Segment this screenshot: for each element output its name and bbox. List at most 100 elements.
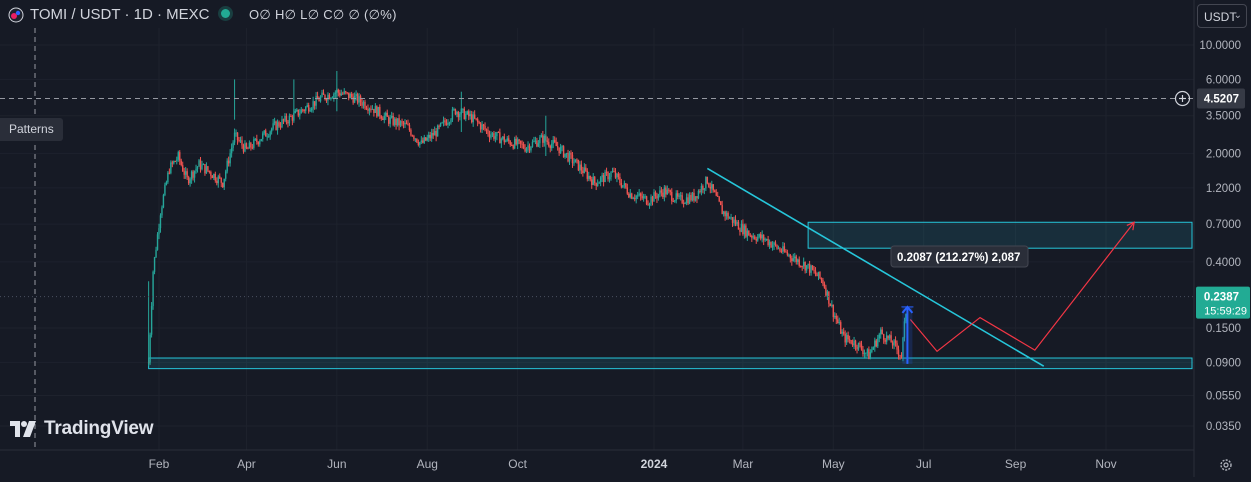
- candle-body: [359, 96, 362, 103]
- support-zone[interactable]: [148, 357, 1193, 370]
- candle-body: [441, 122, 443, 124]
- trendline[interactable]: [706, 167, 1045, 367]
- candle-body: [748, 230, 750, 236]
- candle-body: [654, 192, 657, 197]
- candle-body: [439, 122, 442, 127]
- candle-body: [564, 153, 566, 158]
- candle-body: [862, 349, 864, 355]
- currency-selector[interactable]: USDT ⌄: [1197, 4, 1247, 28]
- gear-icon[interactable]: [1219, 458, 1233, 472]
- candle-body: [700, 185, 703, 193]
- candle-body: [625, 183, 627, 188]
- candle-body: [220, 177, 222, 183]
- token-logo-icon: [8, 7, 24, 23]
- candle-body: [571, 154, 574, 164]
- projection-arrowhead: [1126, 221, 1135, 231]
- candle-body: [736, 222, 738, 225]
- candle-body: [774, 242, 777, 245]
- candle-body: [385, 112, 387, 116]
- x-tick-label: May: [822, 457, 845, 471]
- candle-body: [167, 172, 169, 183]
- candle-body: [493, 133, 495, 139]
- candle-body: [823, 283, 826, 288]
- candle-body: [462, 108, 464, 110]
- candle-body: [685, 197, 688, 204]
- candle-body: [282, 119, 285, 121]
- candle-body: [903, 321, 906, 338]
- candle-body: [519, 140, 522, 144]
- candle-body: [779, 248, 781, 251]
- candle-body: [150, 306, 153, 335]
- candle-body: [376, 106, 378, 117]
- patterns-button[interactable]: Patterns: [0, 118, 63, 141]
- candle-body: [616, 173, 618, 178]
- candle-body: [534, 140, 537, 142]
- candle-body: [386, 112, 388, 117]
- candle-body: [290, 115, 292, 117]
- candle-body: [512, 145, 514, 149]
- candle-body: [785, 251, 787, 253]
- candle-body: [620, 182, 623, 188]
- candle-body: [368, 108, 371, 111]
- candle-body: [634, 198, 636, 200]
- candle-body: [635, 195, 637, 199]
- candle-body: [186, 171, 188, 178]
- candle-body: [362, 101, 365, 106]
- candle-body: [574, 159, 577, 163]
- candle-body: [248, 142, 251, 149]
- resistance-zone[interactable]: [807, 221, 1193, 249]
- x-tick-label: Apr: [237, 457, 256, 471]
- candle-body: [583, 167, 586, 174]
- candle-body: [699, 191, 701, 193]
- candle-body: [487, 129, 489, 135]
- candle-body: [425, 137, 427, 141]
- candle-body: [820, 278, 823, 280]
- candle-body: [508, 138, 510, 142]
- candle-body: [303, 110, 305, 112]
- candle-body: [327, 94, 329, 101]
- candle-body: [628, 193, 630, 198]
- candle-body: [430, 132, 433, 139]
- candle-body: [608, 177, 611, 180]
- candle-body: [310, 108, 313, 111]
- candle-body: [476, 118, 479, 123]
- candle-body: [288, 115, 291, 124]
- candle-body: [623, 183, 626, 186]
- candle-body: [814, 270, 817, 275]
- candle-body: [725, 212, 728, 217]
- candle-body: [734, 219, 737, 225]
- candle-body: [479, 123, 482, 130]
- candle-body: [411, 135, 414, 137]
- candle-body: [250, 142, 252, 148]
- candle-body: [414, 138, 417, 140]
- candle-body: [281, 119, 283, 127]
- candle-body: [642, 196, 645, 199]
- candle-body: [331, 97, 334, 99]
- x-tick-label: Sep: [1005, 457, 1027, 471]
- candle-body: [636, 195, 639, 197]
- candle-body: [570, 152, 572, 155]
- candle-body: [555, 142, 557, 147]
- candle-body: [679, 195, 682, 197]
- symbol-title[interactable]: TOMI / USDT · 1D · MEXC: [30, 6, 210, 23]
- candle-body: [885, 335, 888, 342]
- tradingview-logo[interactable]: TradingView: [10, 418, 154, 440]
- candle-body: [361, 102, 363, 106]
- candle-body: [398, 118, 400, 126]
- projection-path[interactable]: [909, 221, 1135, 353]
- candle-body: [731, 217, 734, 223]
- candle-body: [791, 258, 793, 262]
- candle-body: [626, 187, 629, 194]
- candle-body: [189, 179, 191, 184]
- candle-body: [714, 190, 716, 193]
- x-tick-label: Jun: [327, 457, 346, 471]
- candle-body: [447, 122, 449, 125]
- y-tick-label: 0.4000: [1206, 257, 1241, 269]
- candle-body: [770, 242, 772, 248]
- candle-body: [663, 187, 666, 198]
- plus-circle-icon[interactable]: [1174, 90, 1191, 107]
- candle-body: [742, 223, 744, 235]
- candle-body: [496, 132, 498, 137]
